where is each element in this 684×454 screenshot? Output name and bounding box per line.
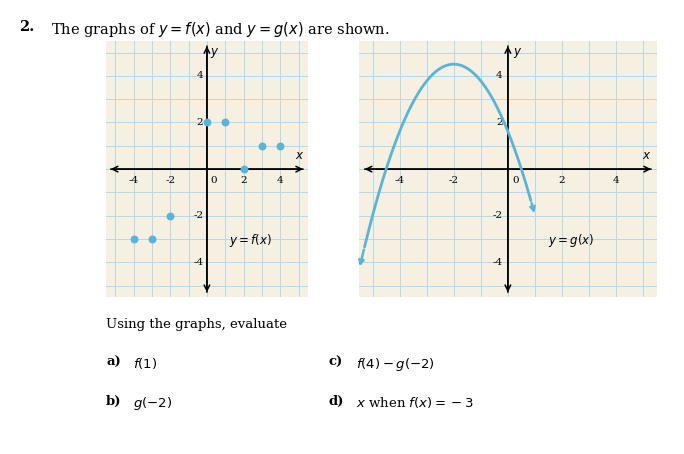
- Point: [128, 236, 139, 243]
- Point: [238, 165, 249, 173]
- Text: -2: -2: [492, 211, 503, 220]
- Text: Using the graphs, evaluate: Using the graphs, evaluate: [106, 318, 287, 331]
- Point: [146, 236, 157, 243]
- Text: -4: -4: [129, 176, 139, 185]
- Text: $y = f(x)$: $y = f(x)$: [229, 232, 272, 249]
- Point: [220, 119, 231, 126]
- Text: 0: 0: [210, 176, 217, 185]
- Text: $x$: $x$: [295, 149, 304, 162]
- Text: b): b): [106, 395, 122, 408]
- Text: 2: 2: [240, 176, 247, 185]
- Point: [165, 212, 176, 219]
- Text: 4: 4: [613, 176, 620, 185]
- Text: $y$: $y$: [513, 45, 522, 59]
- Text: $g(-2)$: $g(-2)$: [133, 395, 172, 412]
- Text: -2: -2: [193, 211, 203, 220]
- Text: 0: 0: [513, 176, 519, 185]
- Point: [201, 119, 212, 126]
- Text: $f(1)$: $f(1)$: [133, 356, 157, 371]
- Text: 2: 2: [196, 118, 203, 127]
- Text: -4: -4: [492, 258, 503, 267]
- Text: 2.: 2.: [19, 20, 34, 35]
- Text: -4: -4: [395, 176, 405, 185]
- Text: $x$ when $f(x) = -3$: $x$ when $f(x) = -3$: [356, 395, 473, 410]
- Text: $y$: $y$: [210, 45, 220, 59]
- Text: -2: -2: [449, 176, 459, 185]
- Text: c): c): [328, 356, 343, 370]
- Text: 4: 4: [196, 71, 203, 80]
- Text: 2: 2: [559, 176, 565, 185]
- Text: a): a): [106, 356, 121, 370]
- Text: -2: -2: [165, 176, 175, 185]
- Text: 2: 2: [496, 118, 503, 127]
- Point: [256, 142, 267, 149]
- Text: $x$: $x$: [642, 149, 651, 162]
- Text: d): d): [328, 395, 343, 408]
- Text: 4: 4: [496, 71, 503, 80]
- Text: The graphs of $y = f(x)$ and $y = g(x)$ are shown.: The graphs of $y = f(x)$ and $y = g(x)$ …: [51, 20, 390, 39]
- Text: $f(4) - g(-2)$: $f(4) - g(-2)$: [356, 356, 434, 373]
- Text: 4: 4: [277, 176, 284, 185]
- Point: [275, 142, 286, 149]
- Text: -4: -4: [193, 258, 203, 267]
- Text: $y = g(x)$: $y = g(x)$: [549, 232, 594, 249]
